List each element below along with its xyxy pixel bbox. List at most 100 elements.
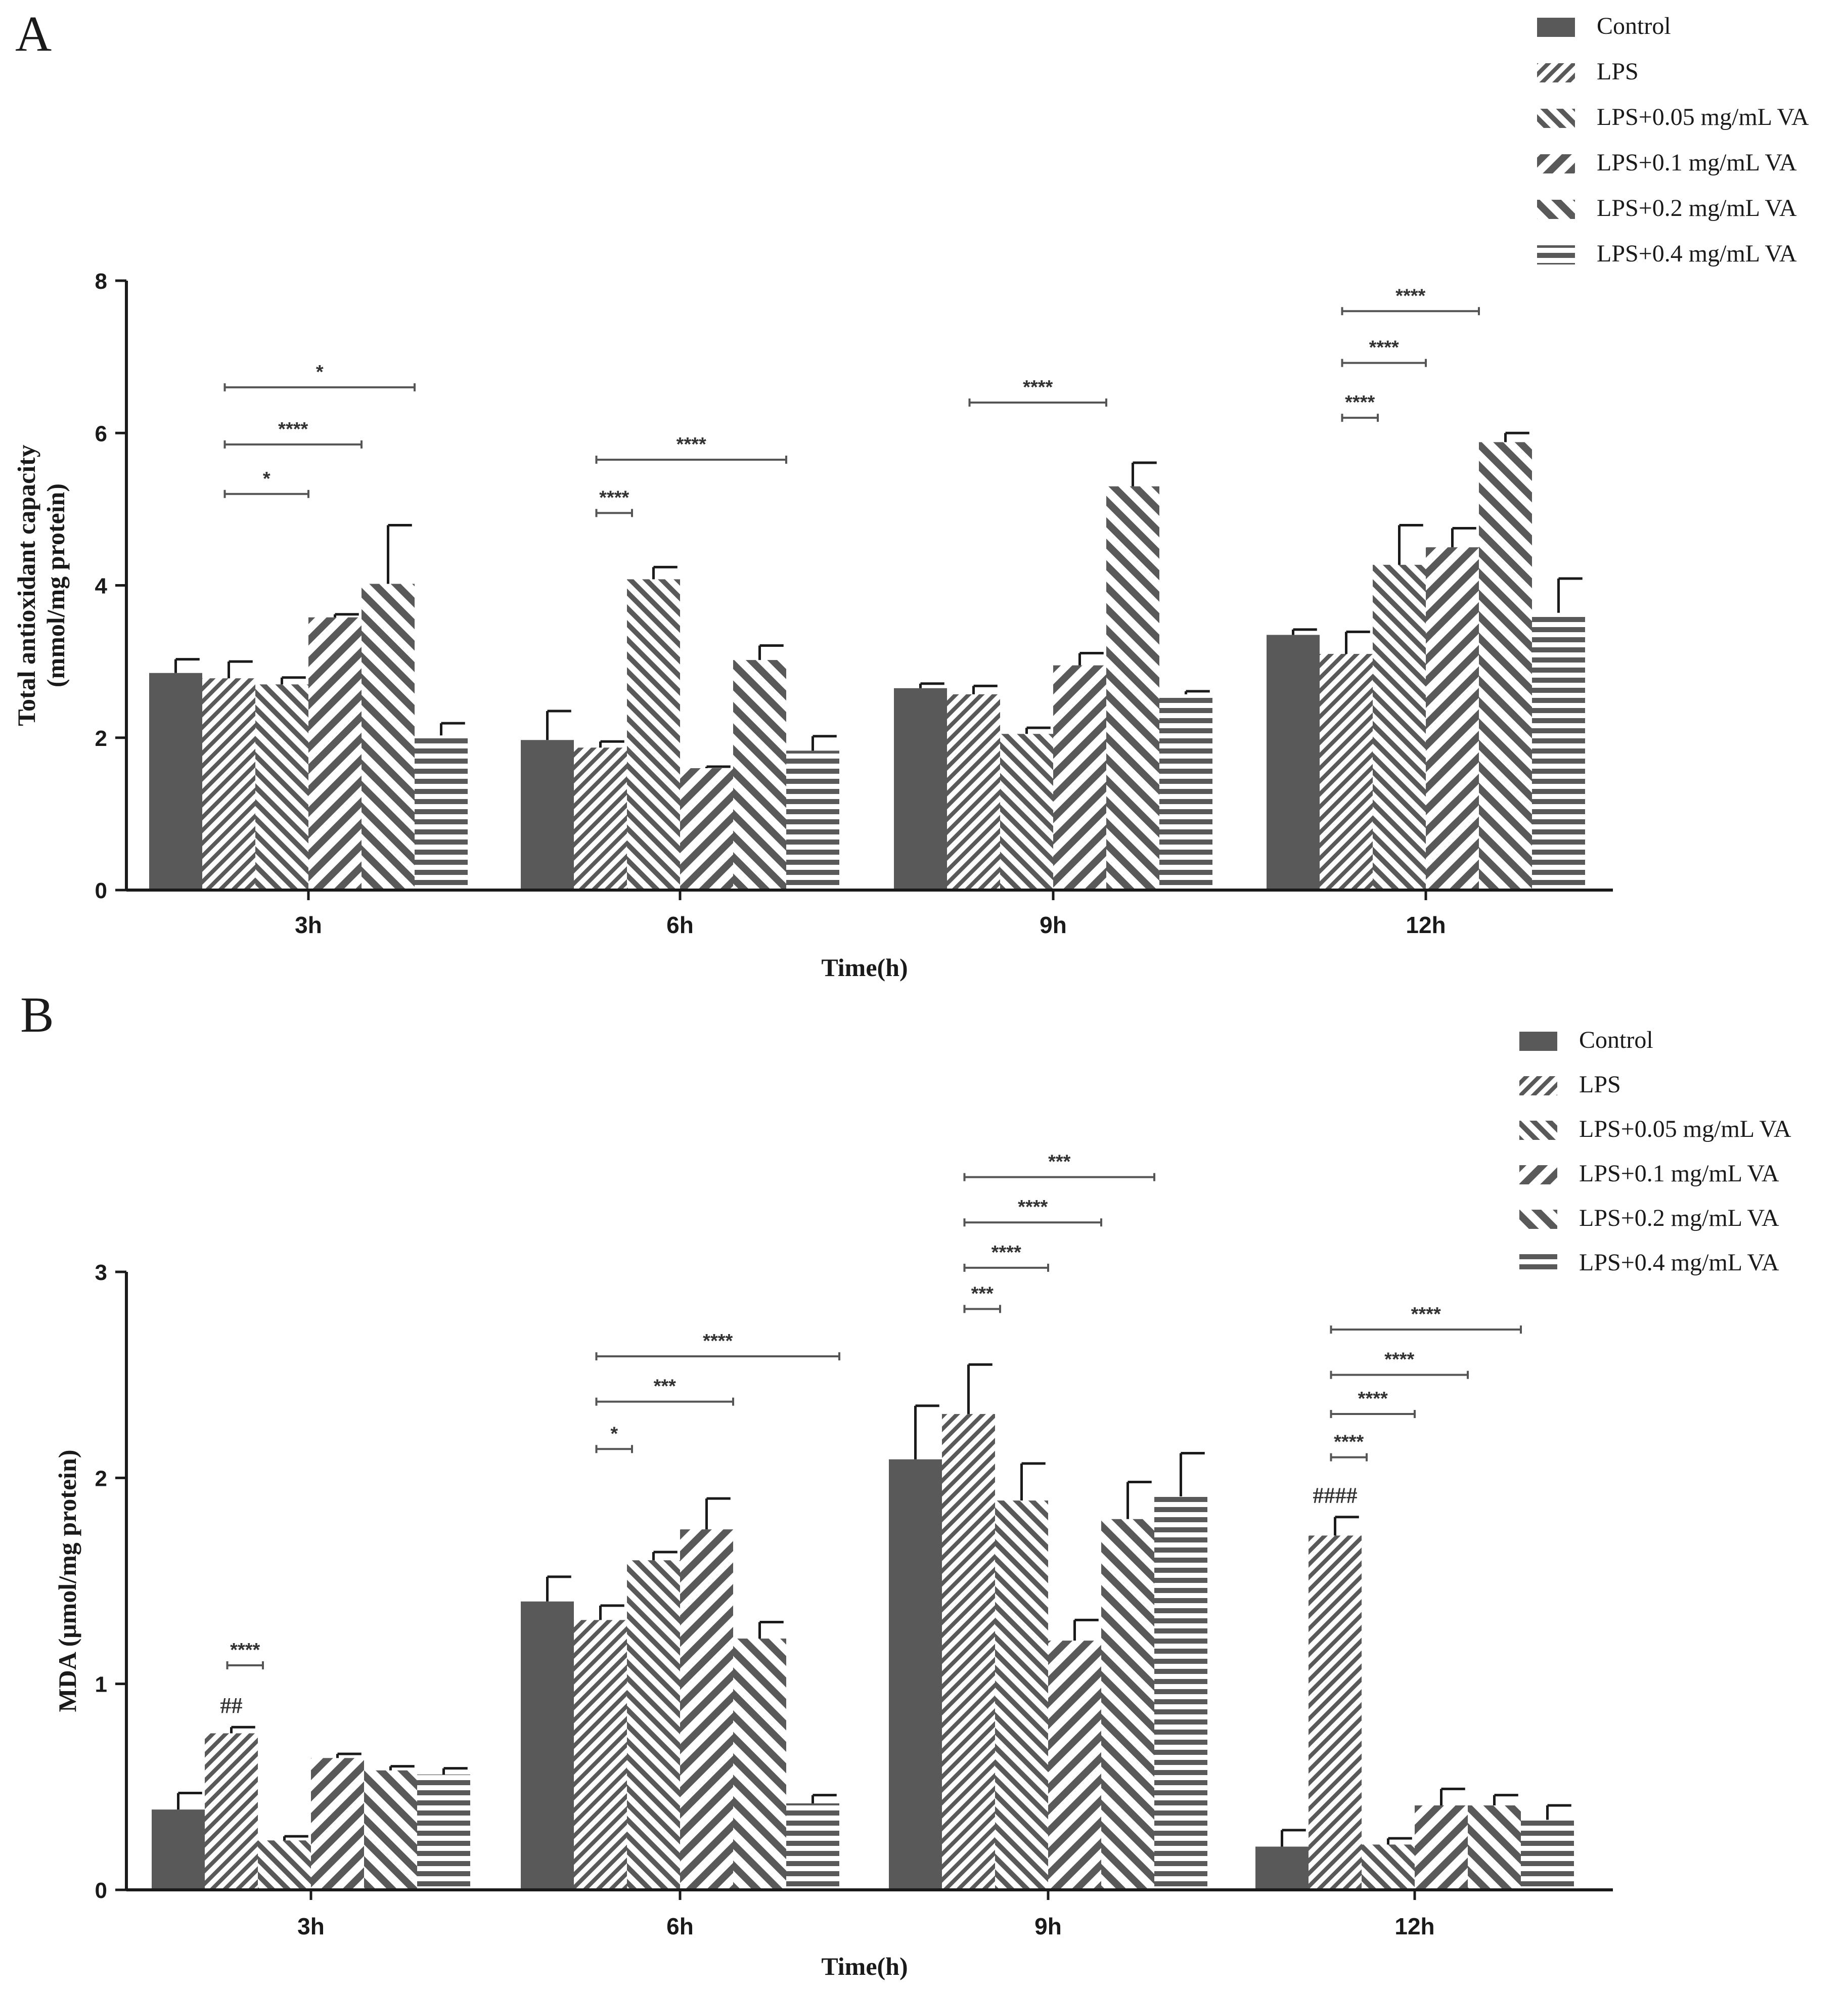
legend-swatch-a-2 bbox=[1537, 109, 1575, 128]
sig-label-b-7: *** bbox=[1048, 1152, 1071, 1173]
bar-b-9h-s2 bbox=[995, 1500, 1048, 1890]
sig-label-a-0: * bbox=[263, 468, 271, 490]
bar-b-9h-s1 bbox=[942, 1414, 995, 1890]
bar-b-12h-s3 bbox=[1415, 1805, 1468, 1890]
legend-label-a-4: LPS+0.2 mg/mL VA bbox=[1597, 195, 1797, 222]
sig-label-b-8: **** bbox=[1334, 1432, 1364, 1453]
bar-a-9h-s3 bbox=[1053, 665, 1106, 890]
x-tick-label-b-12h: 12h bbox=[1394, 1913, 1434, 1939]
legend-swatch-b-5 bbox=[1519, 1254, 1557, 1273]
bar-b-9h-s0 bbox=[889, 1459, 942, 1890]
legend-label-a-3: LPS+0.1 mg/mL VA bbox=[1597, 149, 1797, 176]
bar-a-6h-s0 bbox=[521, 740, 574, 890]
legend-swatch-b-0 bbox=[1519, 1032, 1557, 1051]
sig-label-a-2: * bbox=[316, 362, 324, 383]
bar-b-9h-s5 bbox=[1154, 1496, 1207, 1890]
sig-label-a-4: **** bbox=[677, 434, 706, 455]
legend-label-b-5: LPS+0.4 mg/mL VA bbox=[1579, 1249, 1779, 1276]
bar-a-12h-s4 bbox=[1479, 442, 1532, 890]
bar-a-12h-s3 bbox=[1426, 547, 1479, 890]
bar-a-3h-s0 bbox=[149, 673, 202, 890]
x-tick-label-b-6h: 6h bbox=[666, 1913, 694, 1939]
legend-label-a-5: LPS+0.4 mg/mL VA bbox=[1597, 240, 1797, 267]
bar-a-9h-s1 bbox=[947, 694, 1000, 890]
y-tick-label-b-1: 1 bbox=[95, 1672, 107, 1697]
x-axis-title-a: Time(h) bbox=[821, 953, 908, 982]
y-tick-label-b-3: 3 bbox=[95, 1260, 107, 1285]
bar-b-6h-s5 bbox=[786, 1803, 839, 1890]
y-tick-label-a-2: 2 bbox=[95, 726, 107, 751]
bar-b-12h-s4 bbox=[1468, 1805, 1521, 1890]
legend-swatch-a-3 bbox=[1537, 154, 1575, 173]
bar-a-9h-s2 bbox=[1000, 734, 1053, 890]
bar-b-3h-s2 bbox=[258, 1840, 311, 1890]
legend-label-a-1: LPS bbox=[1597, 58, 1639, 85]
legend-swatch-b-3 bbox=[1519, 1165, 1557, 1184]
bar-b-6h-s4 bbox=[733, 1639, 786, 1890]
legend-swatch-b-4 bbox=[1519, 1210, 1557, 1229]
sig-label-a-3: **** bbox=[599, 487, 629, 508]
legend-swatch-b-2 bbox=[1519, 1121, 1557, 1140]
y-axis-title-a-line1: (mmol/mg protein) bbox=[41, 483, 70, 687]
bar-b-6h-s3 bbox=[680, 1529, 733, 1890]
bar-b-3h-s4 bbox=[364, 1770, 417, 1890]
y-axis-title-a-line0: Total antioxidant capacity bbox=[12, 445, 40, 726]
y-tick-label-b-2: 2 bbox=[95, 1466, 107, 1491]
bar-a-3h-s4 bbox=[362, 584, 415, 890]
panel-b: B Control LPS LPS+0.05 mg/mL VA LPS+0.1 mg/… bbox=[20, 987, 1791, 1980]
sig-label-b-5: **** bbox=[991, 1242, 1021, 1263]
y-tick-label-a-4: 4 bbox=[95, 574, 108, 599]
legend-swatch-b-1 bbox=[1519, 1076, 1557, 1095]
legend-swatch-a-4 bbox=[1537, 200, 1575, 219]
sig-label-b-0: **** bbox=[230, 1640, 260, 1661]
bar-a-12h-s1 bbox=[1320, 654, 1373, 890]
sig-label-b-11: **** bbox=[1411, 1304, 1441, 1325]
sig-label-b-10: **** bbox=[1384, 1349, 1414, 1370]
y-tick-label-a-0: 0 bbox=[95, 878, 107, 903]
sig-label-b-4: *** bbox=[971, 1283, 994, 1304]
y-axis-title-b-line0: MDA (μmol/mg protein) bbox=[53, 1449, 81, 1712]
bar-b-3h-s5 bbox=[417, 1774, 470, 1890]
bar-a-6h-s5 bbox=[786, 750, 839, 890]
plot-a: 0 2 4 6 8 3h 6h 9h 12h Time(h) Total antioxidant c… bbox=[12, 269, 1613, 982]
legend-label-b-3: LPS+0.1 mg/mL VA bbox=[1579, 1160, 1779, 1187]
legend-swatch-a-5 bbox=[1537, 245, 1575, 264]
bar-b-3h-s0 bbox=[152, 1809, 205, 1890]
sig-label-b-2: *** bbox=[654, 1376, 677, 1397]
legend-label-b-1: LPS bbox=[1579, 1071, 1621, 1098]
bar-a-3h-s2 bbox=[255, 684, 308, 890]
bar-a-12h-s5 bbox=[1532, 612, 1585, 890]
marker-b-0: ## bbox=[220, 1693, 243, 1718]
bar-b-12h-s2 bbox=[1362, 1844, 1415, 1890]
bar-b-12h-s5 bbox=[1521, 1820, 1574, 1890]
legend-label-b-4: LPS+0.2 mg/mL VA bbox=[1579, 1205, 1779, 1231]
bar-a-6h-s2 bbox=[627, 579, 680, 890]
bar-a-3h-s5 bbox=[415, 735, 468, 890]
x-tick-label-a-12h: 12h bbox=[1406, 912, 1446, 938]
legend-label-b-2: LPS+0.05 mg/mL VA bbox=[1579, 1116, 1791, 1142]
x-axis-title-b: Time(h) bbox=[821, 1952, 908, 1980]
bar-b-9h-s4 bbox=[1101, 1519, 1154, 1890]
bar-a-6h-s1 bbox=[574, 747, 627, 890]
bar-b-6h-s2 bbox=[627, 1560, 680, 1890]
sig-label-b-1: * bbox=[610, 1423, 618, 1444]
sig-label-a-5: **** bbox=[1023, 377, 1053, 398]
marker-b-1: #### bbox=[1313, 1483, 1358, 1508]
bar-a-12h-s0 bbox=[1267, 635, 1320, 890]
y-tick-label-a-8: 8 bbox=[95, 269, 107, 294]
x-tick-label-b-9h: 9h bbox=[1034, 1913, 1062, 1939]
panel-label-a: A bbox=[15, 6, 52, 62]
bar-b-6h-s0 bbox=[521, 1601, 574, 1890]
bar-b-12h-s1 bbox=[1309, 1535, 1362, 1890]
sig-label-a-6: **** bbox=[1345, 392, 1375, 413]
bar-b-9h-s3 bbox=[1048, 1641, 1101, 1890]
y-tick-label-a-6: 6 bbox=[95, 421, 107, 446]
legend-swatch-a-1 bbox=[1537, 63, 1575, 82]
bar-a-9h-s5 bbox=[1159, 694, 1212, 890]
y-tick-label-b-0: 0 bbox=[95, 1878, 107, 1903]
bar-a-9h-s4 bbox=[1106, 486, 1159, 890]
bar-b-3h-s1 bbox=[205, 1733, 258, 1890]
legend-a: Control LPS LPS+0.05 mg/mL VA LPS+0.1 mg/mL… bbox=[1537, 13, 1809, 267]
bar-a-9h-s0 bbox=[894, 688, 947, 890]
legend-b: Control LPS LPS+0.05 mg/mL VA LPS+0.1 mg/mL… bbox=[1519, 1027, 1791, 1276]
